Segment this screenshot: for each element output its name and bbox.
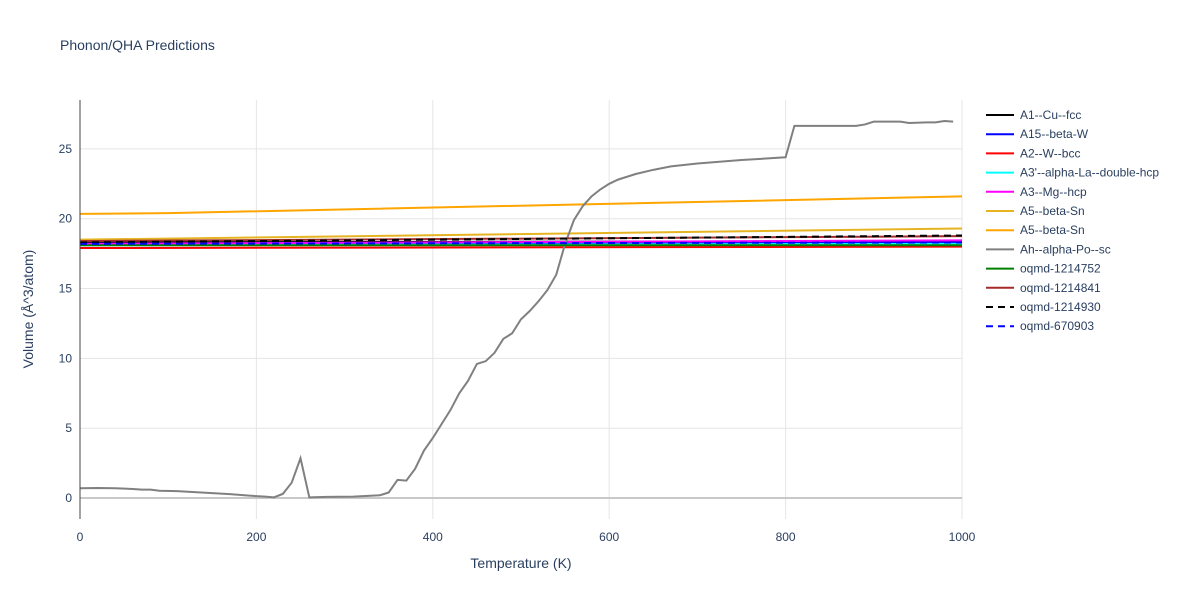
x-tick-label: 0 bbox=[77, 530, 84, 544]
legend-label: A5--beta-Sn bbox=[1020, 204, 1085, 218]
y-tick-label: 25 bbox=[59, 142, 73, 156]
x-tick-label: 600 bbox=[599, 530, 619, 544]
legend-label: oqmd-1214752 bbox=[1020, 262, 1101, 276]
legend-label: A15--beta-W bbox=[1020, 127, 1089, 141]
series-line-A2--W--bcc bbox=[79, 245, 963, 250]
series-line-A5--beta-Sn bbox=[79, 227, 963, 241]
legend-label: oqmd-1214930 bbox=[1020, 300, 1101, 314]
y-tick-label: 10 bbox=[59, 351, 73, 365]
x-tick-label: 200 bbox=[246, 530, 266, 544]
series-line-oqmd-670903 bbox=[79, 241, 963, 245]
y-axis-label: Volume (Å^3/atom) bbox=[20, 250, 36, 369]
legend-label: oqmd-1214841 bbox=[1020, 281, 1101, 295]
series-line-A5--beta-Sn bbox=[79, 195, 963, 215]
legend-label: A3--Mg--hcp bbox=[1020, 185, 1087, 199]
legend-label: Ah--alpha-Po--sc bbox=[1020, 242, 1111, 256]
legend-label: A2--W--bcc bbox=[1020, 146, 1080, 160]
x-tick-label: 1000 bbox=[949, 530, 976, 544]
y-tick-label: 0 bbox=[65, 491, 72, 505]
x-tick-label: 400 bbox=[423, 530, 443, 544]
legend-label: oqmd-670903 bbox=[1020, 319, 1094, 333]
y-tick-label: 5 bbox=[65, 421, 72, 435]
legend-label: A5--beta-Sn bbox=[1020, 223, 1085, 237]
legend-label: A3'--alpha-La--double-hcp bbox=[1020, 166, 1159, 180]
y-tick-label: 15 bbox=[59, 282, 73, 296]
series-line-Ah--alpha-Po--sc bbox=[79, 119, 954, 499]
x-tick-label: 800 bbox=[776, 530, 796, 544]
y-tick-label: 20 bbox=[59, 212, 73, 226]
legend-label: A1--Cu--fcc bbox=[1020, 108, 1081, 122]
x-axis-label: Temperature (K) bbox=[470, 555, 571, 571]
chart-title: Phonon/QHA Predictions bbox=[60, 37, 215, 53]
series-line-oqmd-1214930 bbox=[79, 234, 963, 244]
